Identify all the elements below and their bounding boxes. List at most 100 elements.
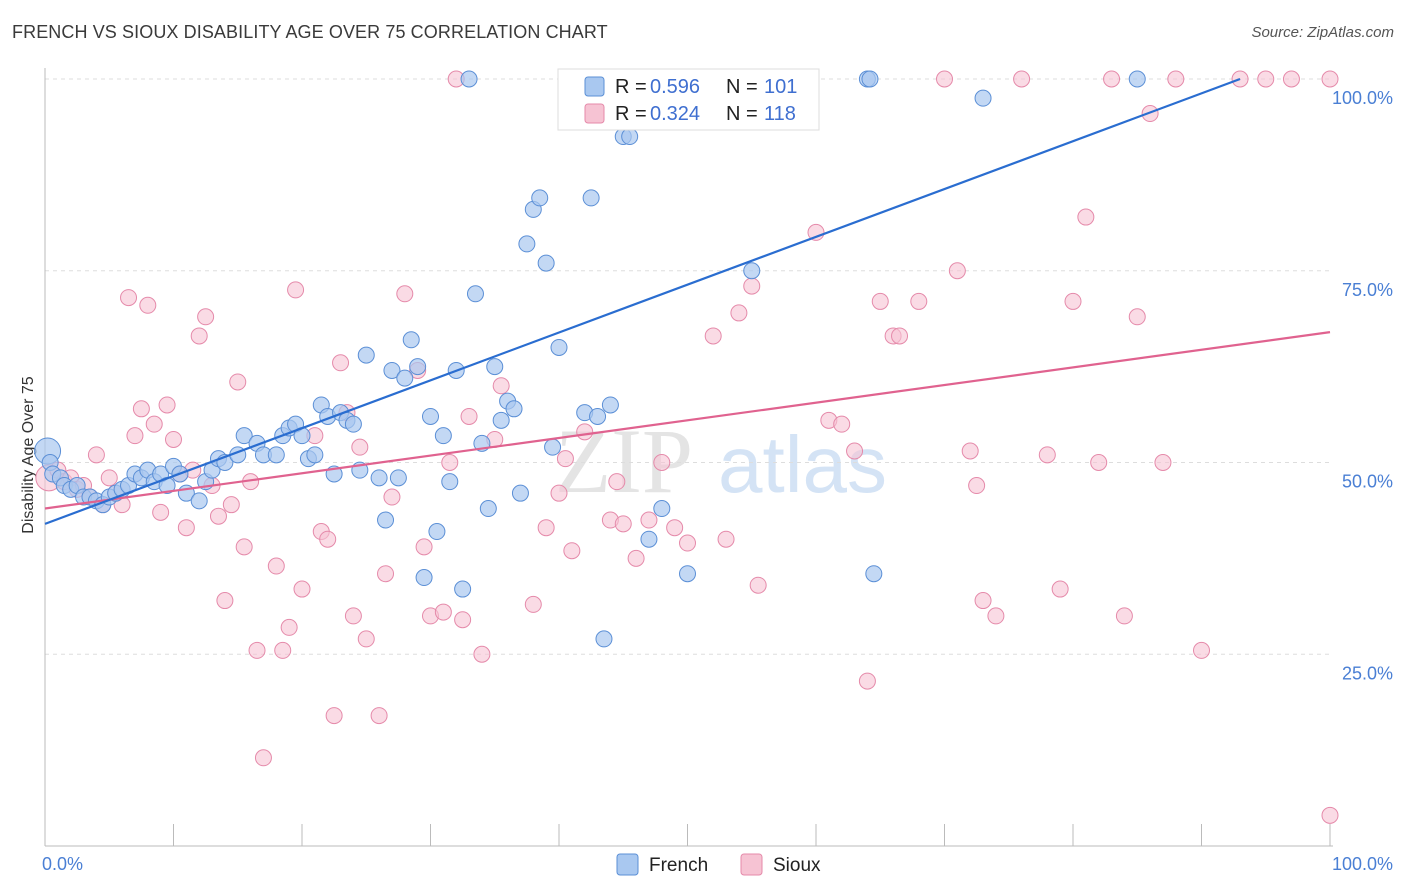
french-point-85 — [640, 530, 658, 548]
bottom-legend-sioux-swatch — [740, 853, 763, 876]
french-point-93 — [974, 89, 992, 107]
sioux-point-43 — [332, 354, 350, 372]
french-point-65 — [479, 500, 497, 518]
french-point-70 — [511, 484, 529, 502]
series-legend: French Sioux — [616, 853, 821, 876]
sioux-point-79 — [730, 304, 748, 322]
sioux-point-96 — [974, 592, 992, 610]
y-tick-label-100: 100.0% — [1332, 88, 1393, 108]
sioux-point-35 — [274, 641, 292, 659]
y-axis-label: Disability Age Over 75 — [20, 376, 37, 534]
x-ticks — [44, 824, 1331, 846]
y-tick-label-25: 25.0% — [1342, 663, 1393, 683]
sioux-point-93 — [948, 262, 966, 280]
sioux-point-36 — [280, 618, 298, 636]
sioux-point-56 — [441, 454, 459, 471]
french-point-55 — [415, 569, 433, 587]
sioux-point-66 — [556, 450, 574, 468]
sioux-point-48 — [370, 707, 388, 725]
legend-french-r-label: R = — [615, 76, 647, 98]
sioux-point-110 — [1193, 641, 1210, 659]
sioux-point-68 — [576, 423, 594, 441]
legend-sioux-swatch — [584, 103, 605, 124]
sioux-point-14 — [132, 400, 150, 418]
sioux-point-97 — [987, 607, 1005, 625]
y-tick-label-75: 75.0% — [1342, 280, 1393, 300]
french-trendline — [44, 77, 1241, 525]
sioux-point-29 — [229, 373, 247, 391]
french-point-61 — [454, 580, 472, 598]
sioux-point-47 — [357, 630, 375, 648]
legend-sioux-n-value: 118 — [764, 103, 796, 125]
sioux-point-77 — [704, 327, 722, 345]
french-point-57 — [428, 523, 446, 541]
sioux-point-90 — [891, 327, 909, 345]
sioux-point-15 — [139, 296, 157, 314]
french-point-75 — [544, 438, 562, 456]
sioux-point-49 — [377, 565, 395, 583]
bottom-legend-french-label: French — [649, 855, 708, 876]
watermark-atlas: atlas — [718, 420, 887, 509]
legend-french-swatch — [584, 76, 605, 97]
sioux-point-34 — [267, 557, 285, 575]
french-points — [34, 70, 1146, 648]
french-point-56 — [422, 407, 439, 425]
sioux-point-67 — [563, 542, 581, 560]
french-point-52 — [396, 369, 414, 387]
x-tick-label-min: 0.0% — [42, 854, 83, 874]
sioux-point-17 — [152, 503, 170, 521]
french-point-47 — [357, 346, 375, 364]
sioux-point-9 — [100, 469, 118, 487]
legend-french-n-label: N = — [726, 76, 758, 98]
sioux-point-91 — [910, 292, 928, 310]
french-point-45 — [344, 415, 362, 433]
french-point-33 — [267, 446, 285, 464]
french-point-62 — [460, 70, 478, 88]
french-point-39 — [306, 446, 324, 464]
sioux-point-16 — [145, 415, 163, 433]
french-point-48 — [370, 469, 388, 487]
french-point-24 — [190, 492, 208, 510]
sioux-point-59 — [460, 407, 478, 425]
sioux-point-95 — [968, 477, 986, 495]
sioux-point-101 — [1064, 292, 1082, 310]
sioux-point-55 — [434, 603, 452, 621]
sioux-point-109 — [1167, 70, 1185, 88]
french-point-81 — [595, 630, 613, 648]
sioux-point-105 — [1115, 607, 1133, 625]
sioux-point-53 — [415, 538, 433, 556]
french-point-91 — [861, 70, 879, 88]
sioux-point-51 — [396, 285, 414, 303]
french-point-71 — [518, 235, 536, 253]
sioux-point-115 — [1321, 806, 1339, 824]
sioux-point-103 — [1090, 454, 1108, 471]
french-point-58 — [434, 427, 452, 445]
sioux-point-13 — [126, 427, 144, 445]
sioux-points — [35, 70, 1339, 824]
sioux-point-28 — [222, 496, 240, 514]
x-tick-label-max: 100.0% — [1332, 854, 1393, 874]
legend-french-n-value: 101 — [764, 76, 797, 98]
french-point-82 — [601, 396, 619, 414]
sioux-point-102 — [1077, 208, 1095, 226]
sioux-point-92 — [936, 70, 953, 88]
source-label: Source: ZipAtlas.com — [1251, 24, 1394, 41]
watermark-zip: ZIP — [555, 410, 693, 512]
sioux-point-108 — [1154, 454, 1172, 471]
sioux-trendline — [44, 331, 1331, 510]
french-point-79 — [582, 189, 600, 207]
sioux-point-7 — [87, 446, 105, 464]
sioux-point-75 — [666, 519, 684, 537]
chart-title: FRENCH VS SIOUX DISABILITY AGE OVER 75 C… — [12, 22, 608, 42]
sioux-point-37 — [287, 281, 305, 299]
french-point-73 — [531, 189, 549, 207]
sioux-point-78 — [717, 530, 735, 548]
sioux-point-74 — [653, 454, 671, 471]
sioux-point-45 — [344, 607, 362, 625]
sioux-point-65 — [550, 484, 568, 502]
sioux-point-104 — [1103, 70, 1121, 88]
sioux-point-21 — [177, 519, 195, 537]
sioux-point-71 — [614, 515, 632, 533]
french-point-89 — [743, 262, 761, 280]
